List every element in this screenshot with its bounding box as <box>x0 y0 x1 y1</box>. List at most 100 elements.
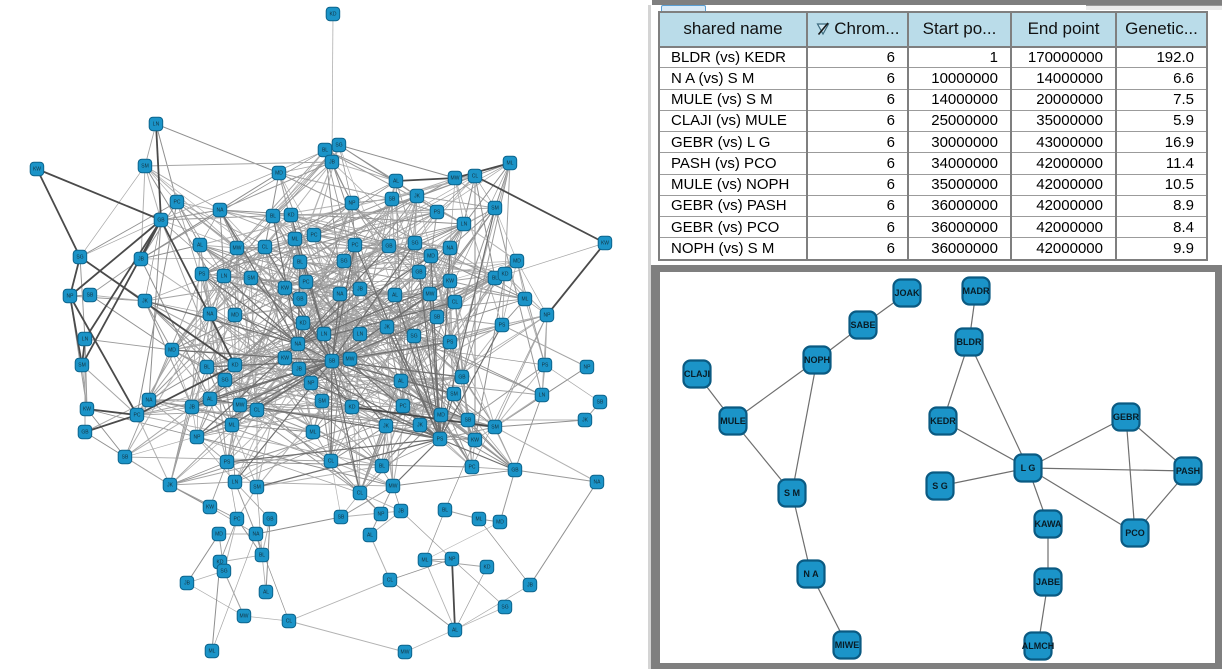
svg-text:MW: MW <box>451 176 460 182</box>
svg-text:MW: MW <box>346 357 355 363</box>
svg-text:ML: ML <box>522 297 529 303</box>
svg-text:CL: CL <box>387 578 394 584</box>
svg-text:GB: GB <box>81 430 89 436</box>
svg-text:CL: CL <box>328 459 335 465</box>
svg-text:LN: LN <box>539 393 546 399</box>
svg-text:SG: SG <box>340 259 347 265</box>
svg-text:KW: KW <box>281 286 289 292</box>
svg-text:JB: JB <box>329 160 336 166</box>
svg-text:PS: PS <box>542 363 549 369</box>
svg-text:PS: PS <box>434 210 441 216</box>
svg-text:CL: CL <box>262 245 269 251</box>
svg-text:MW: MW <box>401 650 410 656</box>
svg-text:NA: NA <box>447 246 455 252</box>
svg-text:JB: JB <box>527 583 534 589</box>
svg-text:AL: AL <box>393 179 399 185</box>
svg-text:MD: MD <box>496 520 504 526</box>
svg-text:CLAJI: CLAJI <box>684 369 710 379</box>
svg-text:AL: AL <box>398 379 404 385</box>
svg-text:LN: LN <box>321 332 328 338</box>
svg-text:SB: SB <box>465 418 472 424</box>
svg-text:AL: AL <box>207 397 213 403</box>
svg-text:ALMCH: ALMCH <box>1022 641 1055 651</box>
svg-text:MD: MD <box>231 313 239 319</box>
svg-text:CL: CL <box>286 619 293 625</box>
svg-text:KD: KD <box>330 12 337 18</box>
svg-text:BL: BL <box>259 553 265 559</box>
svg-text:MD: MD <box>215 532 223 538</box>
svg-text:JB: JB <box>138 257 145 263</box>
svg-text:GB: GB <box>458 375 466 381</box>
svg-text:JB: JB <box>398 509 405 515</box>
svg-text:NA: NA <box>594 480 602 486</box>
svg-text:MW: MW <box>426 292 435 298</box>
svg-text:LN: LN <box>221 274 228 280</box>
svg-text:KD: KD <box>484 565 491 571</box>
svg-text:GB: GB <box>511 468 519 474</box>
svg-text:SB: SB <box>87 293 94 299</box>
svg-text:AL: AL <box>263 590 269 596</box>
svg-text:NP: NP <box>378 512 386 518</box>
svg-text:KD: KD <box>217 560 224 566</box>
svg-text:KD: KD <box>300 321 307 327</box>
svg-text:AL: AL <box>392 293 398 299</box>
svg-text:KD: KD <box>502 272 509 278</box>
svg-text:BL: BL <box>204 365 210 371</box>
svg-text:KD: KD <box>349 405 356 411</box>
svg-text:AL: AL <box>452 628 458 634</box>
svg-text:MW: MW <box>389 484 398 490</box>
svg-text:JB: JB <box>357 287 364 293</box>
svg-text:JK: JK <box>417 423 424 429</box>
svg-text:KW: KW <box>33 167 41 173</box>
svg-text:PC: PC <box>134 413 141 419</box>
svg-text:ML: ML <box>422 558 429 564</box>
svg-text:S G: S G <box>932 481 948 491</box>
svg-text:MW: MW <box>240 614 249 620</box>
svg-text:GB: GB <box>296 297 304 303</box>
svg-text:NP: NP <box>584 365 592 371</box>
svg-text:JB: JB <box>189 405 196 411</box>
svg-text:KD: KD <box>232 363 239 369</box>
svg-text:SABE: SABE <box>850 320 875 330</box>
svg-text:JK: JK <box>384 325 391 331</box>
svg-text:GB: GB <box>157 218 165 224</box>
svg-text:PS: PS <box>437 437 444 443</box>
svg-text:MULE: MULE <box>720 416 746 426</box>
svg-text:MD: MD <box>168 348 176 354</box>
svg-text:GB: GB <box>415 270 423 276</box>
svg-text:CL: CL <box>357 491 364 497</box>
svg-text:PC: PC <box>311 233 318 239</box>
svg-text:MD: MD <box>427 254 435 260</box>
svg-text:LN: LN <box>82 337 89 343</box>
svg-text:LN: LN <box>357 332 364 338</box>
svg-text:MIWE: MIWE <box>835 640 860 650</box>
svg-text:PC: PC <box>174 200 181 206</box>
svg-text:BLDR: BLDR <box>957 337 982 347</box>
svg-text:LN: LN <box>461 222 468 228</box>
svg-text:KW: KW <box>281 356 289 362</box>
svg-text:SM: SM <box>141 164 149 170</box>
svg-text:KW: KW <box>471 438 479 444</box>
svg-text:LN: LN <box>153 122 160 128</box>
svg-text:GB: GB <box>385 244 393 250</box>
svg-text:PS: PS <box>199 272 206 278</box>
svg-text:PC: PC <box>303 280 310 286</box>
svg-text:MD: MD <box>513 259 521 265</box>
svg-text:KW: KW <box>601 241 609 247</box>
svg-text:SB: SB <box>122 455 129 461</box>
svg-text:ML: ML <box>292 237 299 243</box>
svg-text:ML: ML <box>310 430 317 436</box>
svg-text:GEBR: GEBR <box>1113 412 1140 422</box>
svg-text:SM: SM <box>318 399 326 405</box>
svg-text:PC: PC <box>400 404 407 410</box>
svg-text:NP: NP <box>194 435 202 441</box>
svg-text:CL: CL <box>452 300 459 306</box>
svg-text:JK: JK <box>383 424 390 430</box>
svg-text:PS: PS <box>499 323 506 329</box>
svg-text:PC: PC <box>469 465 476 471</box>
svg-text:SM: SM <box>450 392 458 398</box>
svg-text:BL: BL <box>322 148 328 154</box>
svg-text:JABE: JABE <box>1036 577 1060 587</box>
svg-text:S M: S M <box>784 488 800 498</box>
svg-text:SM: SM <box>247 276 255 282</box>
